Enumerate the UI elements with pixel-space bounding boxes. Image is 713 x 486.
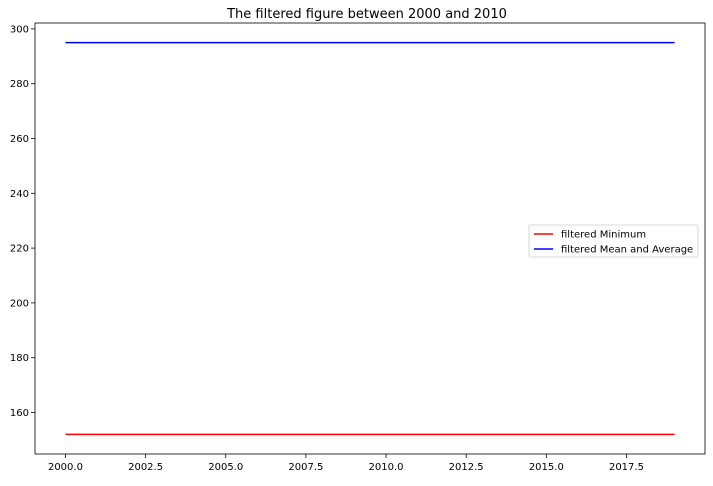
x-tick-label: 2005.0 xyxy=(208,462,243,473)
legend-box xyxy=(528,224,699,258)
y-tick-label: 240 xyxy=(10,189,29,200)
y-tick-label: 300 xyxy=(10,24,29,35)
legend-label-2: filtered Mean and Average xyxy=(561,245,693,256)
x-tick-label: 2002.5 xyxy=(128,462,163,473)
x-tick-label: 2012.5 xyxy=(449,462,484,473)
x-tick-label: 2000.0 xyxy=(48,462,83,473)
y-tick-label: 260 xyxy=(10,134,29,145)
x-tick-label: 2015.0 xyxy=(529,462,564,473)
y-tick-label: 180 xyxy=(10,353,29,364)
plot-frame xyxy=(34,22,706,455)
y-tick-label: 200 xyxy=(10,298,29,309)
y-tick-label: 160 xyxy=(10,408,29,419)
chart-title: The filtered figure between 2000 and 201… xyxy=(226,7,507,22)
y-tick-label: 220 xyxy=(10,244,29,255)
legend-label-1: filtered Minimum xyxy=(561,230,646,241)
x-tick-label: 2010.0 xyxy=(369,462,404,473)
y-tick-label: 280 xyxy=(10,79,29,90)
x-tick-label: 2017.5 xyxy=(609,462,644,473)
x-tick-label: 2007.5 xyxy=(288,462,323,473)
